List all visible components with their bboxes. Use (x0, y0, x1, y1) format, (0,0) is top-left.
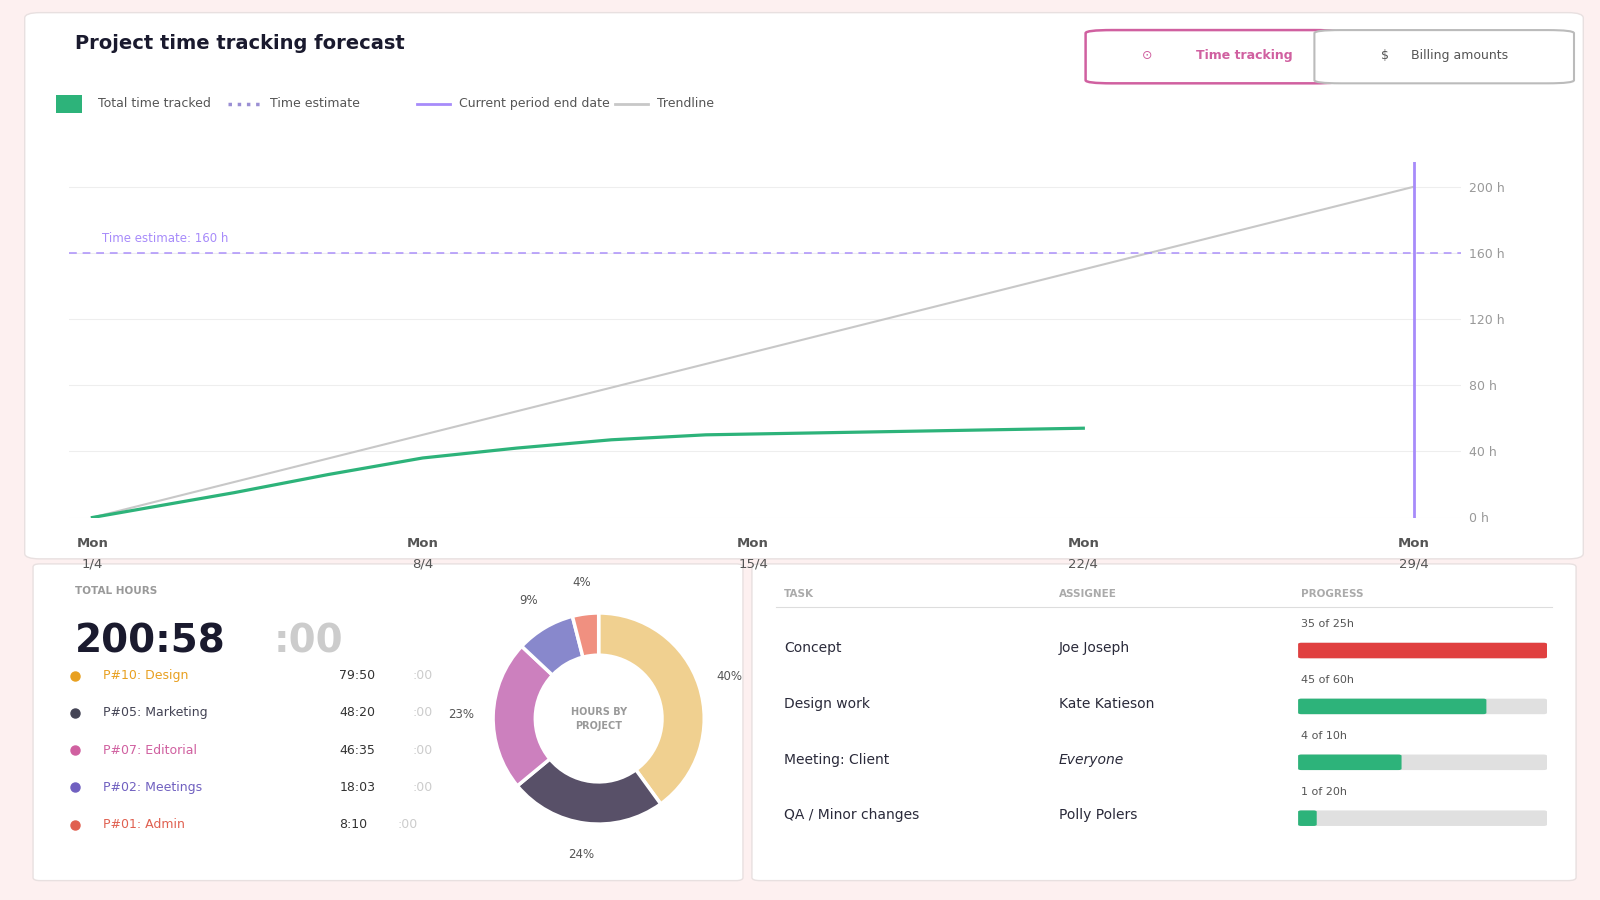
FancyBboxPatch shape (56, 94, 83, 112)
Wedge shape (598, 613, 704, 804)
Text: 48:20: 48:20 (339, 706, 376, 719)
Text: Time tracking: Time tracking (1195, 50, 1293, 62)
Text: HOURS BY
PROJECT: HOURS BY PROJECT (571, 706, 627, 731)
Text: ASSIGNEE: ASSIGNEE (1059, 589, 1117, 598)
FancyBboxPatch shape (24, 13, 1584, 559)
Text: Everyone: Everyone (1059, 752, 1125, 767)
Text: Time estimate: 160 h: Time estimate: 160 h (102, 231, 229, 245)
Text: :00: :00 (413, 670, 432, 682)
Text: 15/4: 15/4 (738, 557, 768, 570)
Text: 79:50: 79:50 (339, 670, 376, 682)
Text: Current period end date: Current period end date (459, 97, 610, 110)
Text: Time estimate: Time estimate (270, 97, 360, 110)
Text: $: $ (1381, 50, 1389, 62)
Text: PROGRESS: PROGRESS (1301, 589, 1363, 598)
Text: Mon: Mon (406, 537, 438, 550)
Text: Total time tracked: Total time tracked (98, 97, 211, 110)
Wedge shape (517, 759, 661, 824)
Wedge shape (573, 613, 598, 657)
Text: Project time tracking forecast: Project time tracking forecast (75, 34, 405, 53)
Text: 22/4: 22/4 (1069, 557, 1098, 570)
Text: 1/4: 1/4 (82, 557, 102, 570)
FancyBboxPatch shape (34, 564, 742, 880)
Text: Concept: Concept (784, 641, 842, 654)
Text: :00: :00 (413, 706, 432, 719)
Text: QA / Minor changes: QA / Minor changes (784, 808, 920, 823)
Text: 8:10: 8:10 (339, 818, 368, 832)
Text: Mon: Mon (77, 537, 109, 550)
Wedge shape (522, 616, 582, 675)
FancyBboxPatch shape (1315, 30, 1574, 84)
Text: 200:58: 200:58 (75, 623, 226, 661)
Text: 4 of 10h: 4 of 10h (1301, 731, 1347, 742)
Text: :00: :00 (398, 818, 418, 832)
Text: :00: :00 (413, 743, 432, 757)
Text: 23%: 23% (448, 707, 475, 721)
FancyBboxPatch shape (1298, 810, 1317, 826)
Text: 8/4: 8/4 (413, 557, 434, 570)
Text: P#02: Meetings: P#02: Meetings (102, 781, 202, 794)
FancyBboxPatch shape (1298, 810, 1547, 826)
Text: Joe Joseph: Joe Joseph (1059, 641, 1130, 654)
Wedge shape (493, 646, 552, 786)
Text: 45 of 60h: 45 of 60h (1301, 675, 1354, 685)
Text: Polly Polers: Polly Polers (1059, 808, 1138, 823)
Text: Mon: Mon (738, 537, 770, 550)
Text: TOTAL HOURS: TOTAL HOURS (75, 586, 157, 596)
FancyBboxPatch shape (1298, 643, 1547, 658)
FancyBboxPatch shape (1298, 754, 1547, 770)
Text: Mon: Mon (1398, 537, 1429, 550)
FancyBboxPatch shape (1298, 754, 1402, 770)
FancyBboxPatch shape (1298, 698, 1547, 715)
Text: 1 of 20h: 1 of 20h (1301, 788, 1347, 797)
Text: 9%: 9% (520, 594, 538, 607)
Text: 4%: 4% (573, 576, 590, 589)
Text: 29/4: 29/4 (1398, 557, 1429, 570)
Text: Trendline: Trendline (658, 97, 714, 110)
Text: P#05: Marketing: P#05: Marketing (102, 706, 208, 719)
FancyBboxPatch shape (1298, 698, 1486, 715)
Text: :00: :00 (413, 781, 432, 794)
Text: Mon: Mon (1067, 537, 1099, 550)
Text: 18:03: 18:03 (339, 781, 376, 794)
Text: TASK: TASK (784, 589, 814, 598)
Text: Design work: Design work (784, 697, 870, 711)
Text: P#07: Editorial: P#07: Editorial (102, 743, 197, 757)
Text: P#01: Admin: P#01: Admin (102, 818, 184, 832)
Text: P#10: Design: P#10: Design (102, 670, 189, 682)
Text: ⊙: ⊙ (1142, 50, 1152, 62)
FancyBboxPatch shape (1085, 30, 1341, 84)
Text: 46:35: 46:35 (339, 743, 374, 757)
FancyBboxPatch shape (752, 564, 1576, 880)
FancyBboxPatch shape (1298, 643, 1547, 658)
Text: 40%: 40% (717, 670, 742, 682)
Text: 35 of 25h: 35 of 25h (1301, 619, 1354, 629)
Text: 24%: 24% (568, 848, 595, 861)
Text: Meeting: Client: Meeting: Client (784, 752, 890, 767)
Text: Billing amounts: Billing amounts (1411, 50, 1509, 62)
Text: :00: :00 (274, 623, 342, 661)
Text: Kate Katieson: Kate Katieson (1059, 697, 1154, 711)
